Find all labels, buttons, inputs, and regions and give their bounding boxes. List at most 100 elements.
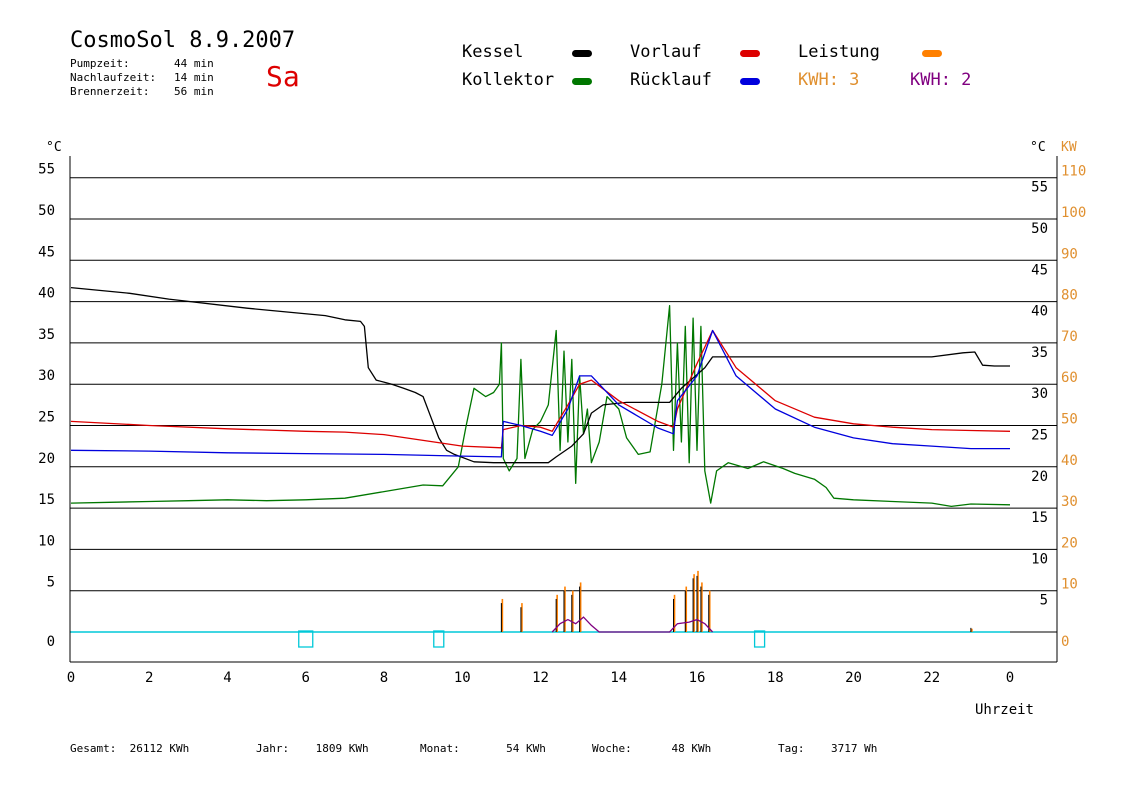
- series-line-ruecklauf: [70, 329, 1010, 458]
- footer-label: Jahr:: [256, 742, 290, 755]
- stat-pumpzeit: Pumpzeit: 44 min: [70, 57, 214, 71]
- y-tick-label-left: 30: [38, 368, 55, 384]
- legend-kollektor-swatch: [572, 78, 592, 85]
- y-tick-label-left: 5: [47, 575, 55, 591]
- x-tick-label: 0: [67, 670, 75, 686]
- y-tick-label-kw: 50: [1061, 412, 1078, 428]
- y-tick-label-right: 5: [1040, 593, 1048, 609]
- x-tick-label: 2: [145, 670, 153, 686]
- legend-kessel-swatch: [572, 50, 592, 57]
- legend-ruecklauf: Rücklauf: [630, 70, 712, 90]
- footer-monat: Monat: 54 KWh: [420, 742, 546, 756]
- pump-marker: [433, 630, 445, 648]
- stat-label: Pumpzeit:: [70, 57, 130, 70]
- y-tick-label-right: 35: [1031, 345, 1048, 361]
- y-tick-label-right: 55: [1031, 180, 1048, 196]
- pump-marker: [753, 630, 766, 648]
- x-tick-label: 6: [302, 670, 310, 686]
- y-tick-label-kw: 110: [1061, 164, 1086, 180]
- y-tick-label-left: 15: [38, 492, 55, 508]
- x-tick-label: 16: [689, 670, 706, 686]
- x-tick-label: 22: [923, 670, 940, 686]
- x-tick-label: 20: [845, 670, 862, 686]
- footer-label: Woche:: [592, 742, 632, 755]
- stat-label: Brennerzeit:: [70, 85, 150, 98]
- stat-nachlaufzeit: Nachlaufzeit: 14 min: [70, 71, 214, 85]
- stat-brennerzeit: Brennerzeit: 56 min: [70, 85, 214, 99]
- x-tick-label: 4: [223, 670, 231, 686]
- footer-woche: Woche: 48 KWh: [592, 742, 711, 756]
- y-tick-label-kw: 60: [1061, 370, 1078, 386]
- stat-value: 14 min: [174, 71, 214, 84]
- legend-ruecklauf-swatch: [740, 78, 760, 85]
- footer-tag: Tag: 3717 Wh: [778, 742, 877, 756]
- y-tick-label-left: 45: [38, 244, 55, 260]
- y-tick-label-left: 25: [38, 410, 55, 426]
- footer-label: Tag:: [778, 742, 805, 755]
- y-axis-label-right: °C: [1030, 140, 1046, 155]
- legend-kessel: Kessel: [462, 42, 524, 62]
- x-axis-label: Uhrzeit: [975, 702, 1034, 718]
- y-tick-label-right: 40: [1031, 304, 1048, 320]
- series-line-kessel: [70, 286, 1010, 464]
- y-tick-label-kw: 80: [1061, 288, 1078, 304]
- y-tick-label-left: 55: [38, 162, 55, 178]
- weekday-label: Sa: [266, 60, 300, 93]
- y-tick-label-kw: 70: [1061, 329, 1078, 345]
- y-tick-label-left: 40: [38, 286, 55, 302]
- legend-kwh-purple: KWH: 2: [910, 70, 972, 90]
- stat-label: Nachlaufzeit:: [70, 71, 157, 84]
- legend-kwh-orange: KWH: 3: [798, 70, 860, 90]
- footer-value: 26112 KWh: [129, 742, 190, 755]
- x-tick-label: 14: [610, 670, 627, 686]
- y-tick-label-right: 45: [1031, 262, 1048, 278]
- y-tick-label-kw: 0: [1061, 634, 1069, 650]
- y-tick-label-kw: 40: [1061, 453, 1078, 469]
- y-tick-label-kw: 100: [1061, 205, 1086, 221]
- pump-marker: [298, 630, 314, 648]
- y-tick-label-kw: 20: [1061, 535, 1078, 551]
- x-tick-label: 8: [380, 670, 388, 686]
- stat-value: 44 min: [174, 57, 214, 70]
- stat-value: 56 min: [174, 85, 214, 98]
- legend-kollektor: Kollektor: [462, 70, 555, 90]
- footer-label: Monat:: [420, 742, 460, 755]
- y-tick-label-right: 30: [1031, 386, 1048, 402]
- x-tick-label: 0: [1006, 670, 1014, 686]
- y-tick-label-left: 0: [47, 634, 55, 650]
- legend-leistung: Leistung: [798, 42, 880, 62]
- legend-vorlauf: Vorlauf: [630, 42, 702, 62]
- footer-jahr: Jahr: 1809 KWh: [256, 742, 369, 756]
- series-line-kollektor: [70, 305, 1011, 508]
- y-tick-label-right: 50: [1031, 221, 1048, 237]
- y-tick-label-right: 25: [1031, 428, 1048, 444]
- y-tick-label-right: 20: [1031, 469, 1048, 485]
- y-tick-label-left: 20: [38, 451, 55, 467]
- footer-value: 1809 KWh: [315, 742, 369, 755]
- kwh-curve: [551, 616, 714, 633]
- y-axis-label-left: °C: [46, 140, 62, 155]
- y-tick-label-kw: 90: [1061, 246, 1078, 262]
- y-tick-label-kw: 30: [1061, 494, 1078, 510]
- series-line-vorlauf: [70, 329, 1011, 449]
- footer-value: 3717 Wh: [831, 742, 878, 755]
- y-tick-label-right: 15: [1031, 510, 1048, 526]
- y-tick-label-left: 10: [38, 533, 55, 549]
- footer-value: 54 KWh: [506, 742, 546, 755]
- y-tick-label-left: 35: [38, 327, 55, 343]
- footer-value: 48 KWh: [671, 742, 712, 755]
- y-axis-label-kw: KW: [1061, 140, 1077, 155]
- x-tick-label: 18: [767, 670, 784, 686]
- x-tick-label: 12: [532, 670, 549, 686]
- x-tick-label: 10: [454, 670, 471, 686]
- y-tick-label-right: 10: [1031, 551, 1048, 567]
- legend-leistung-swatch: [922, 50, 942, 57]
- footer-label: Gesamt:: [70, 742, 117, 755]
- y-tick-label-kw: 10: [1061, 577, 1078, 593]
- legend-vorlauf-swatch: [740, 50, 760, 57]
- stats-block: Pumpzeit: 44 min Nachlaufzeit: 14 min Bren…: [70, 57, 214, 99]
- y-tick-label-left: 50: [38, 203, 55, 219]
- chart-title: CosmoSol 8.9.2007: [70, 28, 296, 53]
- footer-gesamt: Gesamt: 26112 KWh: [70, 742, 189, 756]
